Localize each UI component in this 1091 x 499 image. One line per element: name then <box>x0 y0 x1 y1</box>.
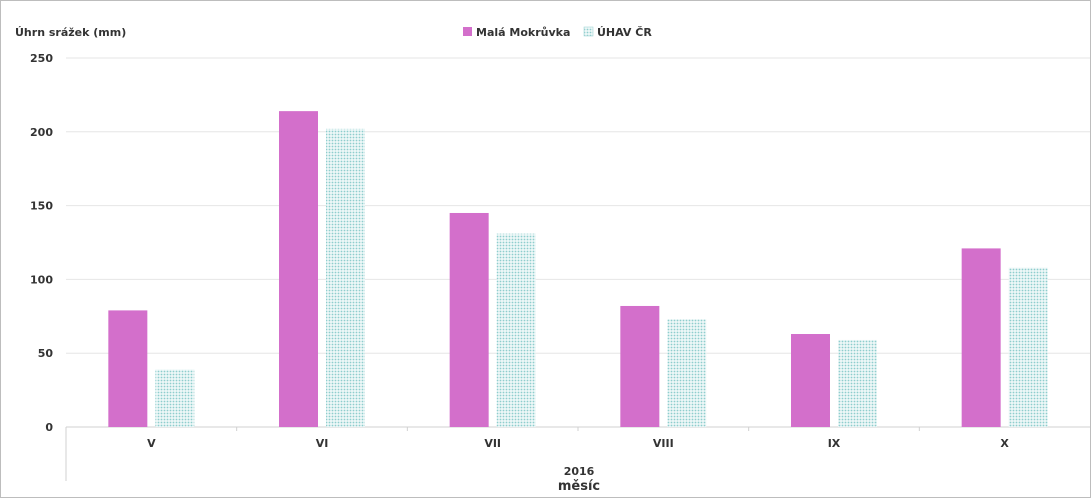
x-axis-title: měsíc <box>558 479 600 494</box>
x-tick-label: VII <box>484 437 501 450</box>
bar-series-2-VI <box>326 128 365 427</box>
y-axis-title: Úhrn srážek (mm) <box>15 26 126 39</box>
legend: Malá Mokrůvka ÚHAV ČR <box>463 26 652 39</box>
x-tick-label: X <box>1000 437 1009 450</box>
bar-series-1-VII <box>449 212 489 427</box>
legend-swatch-series-1 <box>463 27 472 36</box>
bar-series-1-IX <box>791 334 830 427</box>
x-tick-label: V <box>147 437 156 450</box>
x-tick-label: IX <box>828 437 841 450</box>
bar-series-2-X <box>1008 267 1048 427</box>
y-tick-labels: 0 50 100 150 200 250 <box>30 52 53 434</box>
y-tick-label: 50 <box>38 347 54 360</box>
legend-label-series-2: ÚHAV ČR <box>597 26 652 39</box>
x-tick-label: VI <box>316 437 329 450</box>
x-tick-label: VIII <box>653 437 674 450</box>
gridlines <box>65 57 1090 481</box>
y-tick-label: 150 <box>30 200 53 213</box>
y-tick-label: 100 <box>30 273 53 286</box>
bar-series-2-VII <box>496 233 536 427</box>
legend-label-series-1: Malá Mokrůvka <box>476 26 570 39</box>
y-tick-label: 200 <box>30 126 53 139</box>
y-tick-label: 250 <box>30 52 53 65</box>
bar-series-1-X <box>961 248 1001 427</box>
bar-series-2-IX <box>838 339 877 427</box>
bars <box>108 111 1048 428</box>
x-axis-year-label: 2016 <box>564 465 595 478</box>
bar-series-1-VIII <box>620 305 660 427</box>
bar-series-1-VI <box>279 111 318 428</box>
bar-series-2-VIII <box>667 319 707 427</box>
y-tick-label: 0 <box>45 421 53 434</box>
x-tick-labels: V VI VII VIII IX X <box>147 437 1009 450</box>
legend-swatch-series-2 <box>583 26 594 37</box>
bar-series-2-V <box>155 369 195 427</box>
bar-series-1-V <box>108 310 148 427</box>
